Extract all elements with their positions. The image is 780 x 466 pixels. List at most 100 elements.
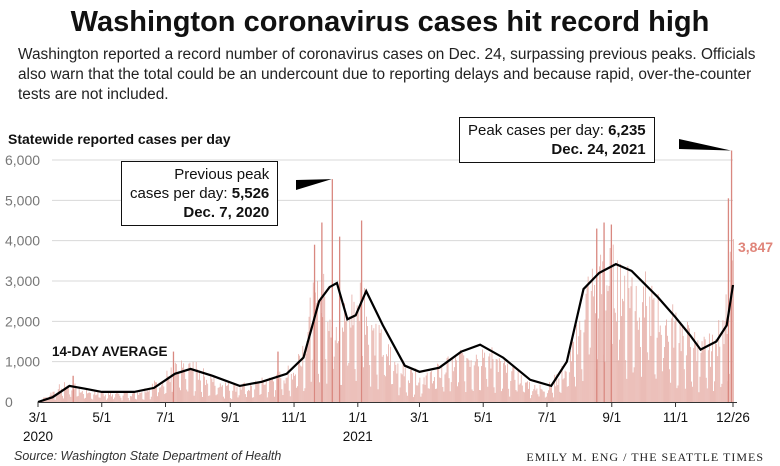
daily-bar xyxy=(428,388,430,402)
daily-bar xyxy=(156,382,157,402)
daily-bar xyxy=(197,379,199,402)
daily-bar xyxy=(146,389,148,402)
daily-bar xyxy=(101,392,103,402)
y-axis-label: Statewide reported cases per day xyxy=(8,131,231,147)
daily-bar xyxy=(147,391,149,402)
daily-bar xyxy=(270,380,271,402)
daily-bar xyxy=(523,392,525,402)
daily-bar xyxy=(429,372,431,402)
daily-bar xyxy=(159,387,161,402)
daily-bar xyxy=(613,308,615,402)
daily-bar xyxy=(95,395,97,402)
daily-bar xyxy=(639,347,641,402)
daily-bar xyxy=(471,389,473,402)
daily-bar xyxy=(707,350,709,402)
daily-bar xyxy=(490,368,492,402)
x-tick-year: 2021 xyxy=(343,429,373,444)
daily-bar xyxy=(83,398,85,402)
daily-bar xyxy=(152,387,154,402)
daily-bar xyxy=(222,396,224,402)
daily-bar xyxy=(590,290,592,402)
daily-bar xyxy=(303,391,305,402)
daily-bar xyxy=(126,391,128,402)
daily-bar xyxy=(403,376,405,402)
daily-bar xyxy=(258,381,260,402)
daily-bar xyxy=(633,367,635,402)
daily-bar xyxy=(695,343,697,402)
daily-bar xyxy=(712,334,713,402)
daily-bar xyxy=(717,356,719,402)
daily-bar xyxy=(105,399,107,402)
daily-bar xyxy=(661,371,663,402)
daily-bar xyxy=(386,354,387,402)
daily-bar xyxy=(363,367,364,402)
daily-bar xyxy=(57,389,59,402)
daily-bar xyxy=(210,373,212,402)
daily-bar xyxy=(458,382,459,402)
daily-bar xyxy=(713,391,714,402)
daily-bar xyxy=(434,377,435,402)
daily-bar xyxy=(194,391,196,402)
daily-bar xyxy=(388,344,389,402)
daily-bar xyxy=(163,386,165,402)
daily-bar xyxy=(354,369,356,402)
daily-bar xyxy=(294,375,295,402)
daily-bar xyxy=(142,399,144,402)
daily-bar xyxy=(185,378,187,402)
daily-bar xyxy=(702,349,704,402)
daily-bar xyxy=(369,365,371,402)
daily-bar xyxy=(47,399,49,402)
daily-bar xyxy=(266,397,268,402)
daily-bar xyxy=(655,378,657,402)
daily-bar xyxy=(484,352,486,402)
daily-bar xyxy=(491,347,493,402)
daily-bar xyxy=(692,386,694,402)
average-line xyxy=(37,262,735,404)
daily-bar xyxy=(178,371,179,402)
daily-bar xyxy=(211,378,213,402)
daily-bar xyxy=(364,287,365,402)
daily-bar xyxy=(714,381,715,402)
daily-bar xyxy=(722,320,724,402)
daily-bar xyxy=(304,388,306,402)
daily-bar xyxy=(220,386,222,402)
peak-date: Dec. 24, 2021 xyxy=(551,141,646,158)
daily-bar xyxy=(425,375,427,402)
daily-bar xyxy=(405,392,407,402)
daily-bar xyxy=(451,357,453,402)
daily-bar xyxy=(144,388,146,402)
daily-bar xyxy=(595,313,596,402)
daily-bar xyxy=(89,392,90,402)
daily-bar xyxy=(99,397,101,402)
daily-bar xyxy=(384,376,386,402)
daily-bar xyxy=(577,354,579,402)
daily-bar xyxy=(78,387,80,402)
daily-bar xyxy=(257,381,259,402)
daily-bar xyxy=(93,394,95,402)
spike-bar xyxy=(338,236,341,402)
daily-bar xyxy=(383,374,385,402)
daily-bar xyxy=(150,396,152,402)
daily-bar xyxy=(402,360,404,402)
daily-bar xyxy=(660,334,662,402)
daily-bar xyxy=(511,371,513,402)
daily-bar xyxy=(167,376,169,402)
daily-bar xyxy=(616,260,618,402)
daily-bar xyxy=(625,360,627,402)
daily-bar xyxy=(140,393,142,402)
daily-bar xyxy=(612,244,614,402)
daily-bar xyxy=(236,386,238,402)
daily-bar xyxy=(116,391,118,402)
daily-bar xyxy=(187,391,189,402)
daily-bar xyxy=(512,365,514,402)
daily-bar xyxy=(372,330,374,402)
daily-bar xyxy=(578,336,580,402)
daily-bar xyxy=(477,366,479,402)
daily-bar xyxy=(546,393,548,402)
daily-bar xyxy=(708,333,710,402)
daily-bar xyxy=(677,385,679,402)
daily-bar xyxy=(457,386,458,402)
daily-bar xyxy=(510,380,512,402)
peak-annotation: Peak cases per day: 6,235 Dec. 24, 2021 xyxy=(459,117,655,163)
